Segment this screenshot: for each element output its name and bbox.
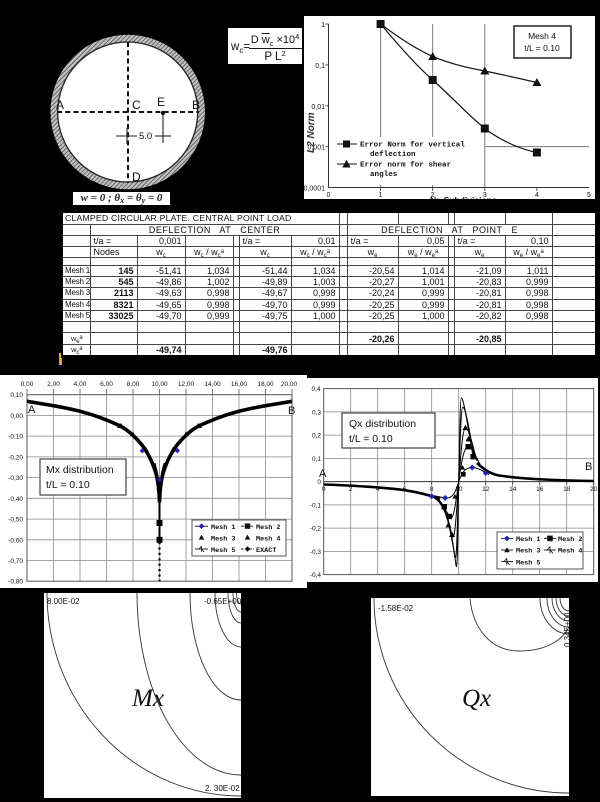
- svg-text:-0,10: -0,10: [8, 434, 23, 441]
- svg-text:18: 18: [563, 486, 571, 493]
- svg-text:12,00: 12,00: [178, 381, 195, 388]
- svg-text:EXACT: EXACT: [256, 547, 276, 555]
- svg-text:B: B: [585, 461, 592, 473]
- svg-text:4: 4: [535, 192, 539, 199]
- svg-text:0,3: 0,3: [312, 409, 321, 416]
- svg-text:12: 12: [482, 486, 490, 493]
- svg-text:B: B: [288, 405, 295, 417]
- svg-text:2,00: 2,00: [47, 381, 60, 388]
- svg-text:Qx distribution: Qx distribution: [349, 418, 416, 430]
- svg-text:-1.58E-02: -1.58E-02: [378, 604, 414, 613]
- svg-text:-0,60: -0,60: [8, 537, 23, 544]
- svg-text:angles: angles: [370, 171, 398, 179]
- svg-text:0,01: 0,01: [311, 104, 325, 111]
- svg-text:C: C: [132, 98, 141, 112]
- svg-text:-0,30: -0,30: [8, 475, 23, 482]
- svg-text:0,00: 0,00: [10, 413, 23, 420]
- svg-text:Mesh 4: Mesh 4: [558, 548, 582, 556]
- svg-text:Qx: Qx: [462, 685, 491, 712]
- svg-text:t/L = 0.10: t/L = 0.10: [349, 433, 393, 445]
- svg-text:1: 1: [321, 22, 325, 29]
- svg-text:20,00: 20,00: [281, 381, 298, 388]
- svg-text:D: D: [132, 170, 141, 184]
- svg-text:0: 0: [327, 192, 331, 199]
- svg-text:-0,50: -0,50: [8, 517, 23, 524]
- svg-text:16: 16: [536, 486, 544, 493]
- svg-text:Mesh 1: Mesh 1: [516, 536, 540, 544]
- svg-text:2: 2: [431, 192, 435, 199]
- svg-text:4: 4: [376, 486, 380, 493]
- svg-text:-0,1: -0,1: [310, 502, 322, 509]
- svg-text:0,4: 0,4: [311, 386, 320, 393]
- svg-text:5: 5: [587, 192, 591, 199]
- svg-text:deflection: deflection: [370, 151, 416, 159]
- svg-text:5.0: 5.0: [139, 131, 152, 142]
- svg-text:-0,70: -0,70: [8, 558, 23, 565]
- svg-text:Mesh 2: Mesh 2: [558, 536, 582, 544]
- svg-text:14: 14: [509, 486, 517, 493]
- svg-text:-0,4: -0,4: [310, 572, 322, 579]
- svg-text:Nr. Subdivisions: Nr. Subdivisions: [430, 195, 497, 199]
- svg-text:A: A: [56, 98, 64, 112]
- svg-text:2: 2: [349, 486, 353, 493]
- svg-text:Mesh 4: Mesh 4: [256, 536, 280, 544]
- svg-text:14,00: 14,00: [204, 381, 221, 388]
- svg-text:6,00: 6,00: [100, 381, 113, 388]
- svg-text:A: A: [319, 468, 327, 480]
- svg-text:Mx distribution: Mx distribution: [46, 464, 114, 476]
- svg-text:Error norm for shear: Error norm for shear: [360, 162, 452, 170]
- svg-text:-0,2: -0,2: [310, 526, 322, 533]
- svg-text:Mx: Mx: [131, 685, 164, 712]
- svg-text:-0,20: -0,20: [8, 454, 23, 461]
- svg-text:10,00: 10,00: [151, 381, 168, 388]
- svg-text:8.00E-02: 8.00E-02: [47, 597, 80, 606]
- svg-text:-0.65E+00: -0.65E+00: [204, 597, 241, 606]
- svg-text:-0,3: -0,3: [310, 549, 322, 556]
- svg-text:4,00: 4,00: [74, 381, 87, 388]
- svg-text:0,00: 0,00: [21, 381, 34, 388]
- svg-text:-0,80: -0,80: [8, 579, 23, 586]
- svg-text:A: A: [28, 404, 36, 416]
- svg-text:2. 30E-02: 2. 30E-02: [205, 784, 240, 793]
- svg-text:0,10: 0,10: [10, 392, 23, 399]
- svg-text:t/L = 0.10: t/L = 0.10: [46, 479, 90, 491]
- svg-text:-0,40: -0,40: [8, 496, 23, 503]
- svg-text:Mesh 5: Mesh 5: [516, 559, 540, 567]
- svg-text:B: B: [192, 98, 200, 112]
- svg-text:Mesh 4: Mesh 4: [528, 31, 556, 41]
- svg-text:0: 0: [322, 486, 326, 493]
- svg-text:Error Norm for vertical: Error Norm for vertical: [360, 142, 465, 150]
- svg-text:20: 20: [590, 486, 598, 493]
- svg-text:0.34E+00: 0.34E+00: [563, 612, 569, 647]
- svg-text:E: E: [157, 95, 165, 109]
- svg-text:t/L = 0.10: t/L = 0.10: [524, 43, 560, 53]
- svg-text:0,1: 0,1: [312, 456, 321, 463]
- svg-text:L2 Norm: L2 Norm: [306, 112, 317, 153]
- svg-text:1: 1: [379, 192, 383, 199]
- svg-text:Mesh 3: Mesh 3: [211, 536, 235, 544]
- svg-text:18,00: 18,00: [257, 381, 274, 388]
- svg-text:3: 3: [483, 192, 487, 199]
- svg-text:0,2: 0,2: [312, 433, 321, 440]
- svg-text:16,00: 16,00: [231, 381, 248, 388]
- svg-text:Mesh 5: Mesh 5: [211, 547, 235, 555]
- svg-text:0,0001: 0,0001: [304, 186, 325, 193]
- svg-text:0,1: 0,1: [315, 63, 325, 70]
- svg-text:Mesh 2: Mesh 2: [256, 524, 280, 532]
- svg-text:8: 8: [430, 486, 434, 493]
- svg-text:0,001: 0,001: [307, 145, 325, 152]
- svg-text:Mesh 3: Mesh 3: [516, 548, 540, 556]
- svg-text:Mesh 1: Mesh 1: [211, 524, 235, 532]
- svg-text:8,00: 8,00: [127, 381, 140, 388]
- svg-text:0: 0: [317, 479, 321, 486]
